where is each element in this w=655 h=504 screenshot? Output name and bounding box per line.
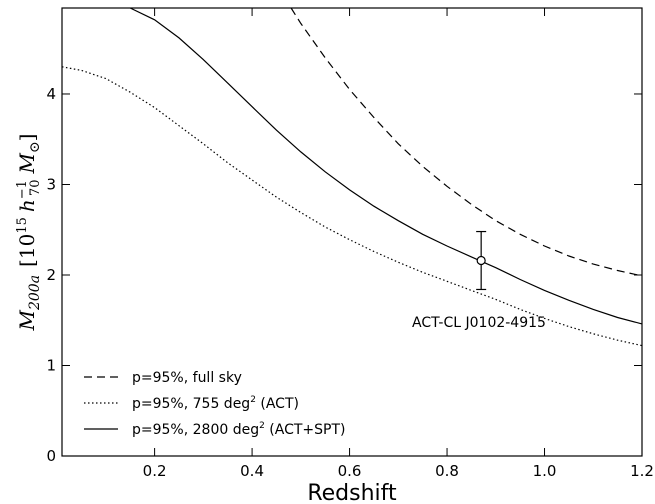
ylabel-M: M <box>15 310 39 332</box>
legend-label: p=95%, 755 deg2 (ACT) <box>132 395 299 412</box>
ylabel-hsub: 70 <box>28 180 43 197</box>
series-line-dashed <box>290 7 643 277</box>
y-axis-title: M200a[1015h−170M⊙] <box>15 133 43 331</box>
ylabel-close: ] <box>15 133 39 141</box>
x-tick-label: 1.0 <box>533 462 557 480</box>
series-line-solid <box>129 7 643 325</box>
legend-label: p=95%, 2800 deg2 (ACT+SPT) <box>132 421 346 438</box>
y-tick-label: 2 <box>46 266 56 284</box>
plot-frame <box>61 7 643 457</box>
x-tick-label: 0.4 <box>240 462 264 480</box>
y-tick-label: 4 <box>46 85 56 103</box>
ylabel-exp: 15 <box>15 217 30 234</box>
x-tick-label: 0.8 <box>435 462 459 480</box>
y-tick-label: 0 <box>46 447 56 465</box>
x-tick-label: 0.6 <box>338 462 362 480</box>
x-axis-title: Redshift <box>307 481 397 504</box>
plot-area: 0.2 0.4 0.6 0.8 1.0 1.2 0 1 2 3 4 <box>46 7 654 480</box>
legend: p=95%, full sky p=95%, 755 deg2 (ACT) p=95… <box>84 370 346 438</box>
point-annotation: ACT-CL J0102-4915 <box>412 315 546 331</box>
series-line-dotted <box>61 66 643 347</box>
ylabel-h: h <box>15 199 39 212</box>
ylabel-sun: ⊙ <box>27 141 43 153</box>
ylabel-sub: 200a <box>27 275 43 311</box>
x-tick-label: 1.2 <box>630 462 654 480</box>
data-point-group <box>476 230 487 291</box>
x-tick-label: 0.2 <box>143 462 167 480</box>
y-tick-label: 3 <box>46 175 56 193</box>
legend-label: p=95%, full sky <box>132 370 242 386</box>
data-point-marker <box>476 255 486 266</box>
svg-text:M200a[1015h−170M⊙]: M200a[1015h−170M⊙] <box>15 133 43 331</box>
y-tick-label: 1 <box>46 356 56 374</box>
series-lines <box>61 7 643 347</box>
ylabel-hsup: −1 <box>15 180 30 199</box>
axis-ticks: 0.2 0.4 0.6 0.8 1.0 1.2 0 1 2 3 4 <box>46 8 654 480</box>
ylabel-M2: M <box>15 153 39 175</box>
ylabel-open: [10 <box>15 234 39 267</box>
